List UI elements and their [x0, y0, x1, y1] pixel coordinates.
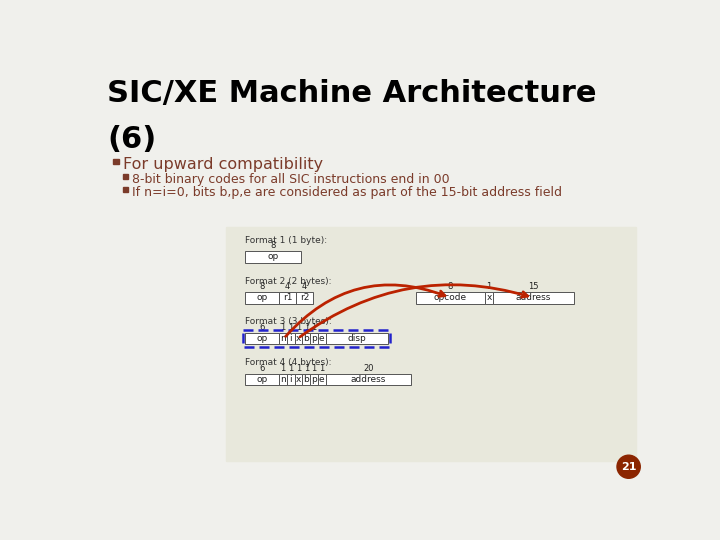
Text: 8-bit binary codes for all SIC instructions end in 00: 8-bit binary codes for all SIC instructi… [132, 173, 449, 186]
Bar [245, 333, 279, 345]
Bar [279, 333, 287, 345]
Text: 6: 6 [259, 364, 265, 373]
Text: 6: 6 [259, 323, 265, 332]
Bar [225, 226, 636, 461]
Text: SIC/XE Machine Architecture: SIC/XE Machine Architecture [107, 79, 597, 107]
Bar [245, 292, 279, 303]
Text: x: x [296, 334, 301, 343]
Bar [325, 374, 411, 385]
Text: p: p [311, 334, 317, 343]
Text: 1: 1 [296, 364, 301, 373]
Text: 1: 1 [487, 282, 492, 291]
Bar [113, 159, 119, 164]
Text: opcode: opcode [434, 293, 467, 302]
Text: 1: 1 [304, 323, 309, 332]
Bar [310, 333, 318, 345]
Text: disp: disp [347, 334, 366, 343]
Text: x: x [296, 375, 301, 384]
Text: Format 1 (1 byte):: Format 1 (1 byte): [245, 236, 327, 245]
Bar [243, 330, 390, 347]
Text: 8: 8 [259, 282, 265, 291]
Text: address: address [351, 375, 386, 384]
Bar [310, 374, 318, 385]
Bar [123, 174, 128, 179]
Bar [318, 333, 325, 345]
Bar [415, 292, 485, 303]
Bar [287, 333, 294, 345]
Text: 1: 1 [311, 323, 317, 332]
Text: op: op [256, 375, 268, 384]
Text: n: n [280, 334, 286, 343]
Text: i: i [289, 334, 292, 343]
Text: 1: 1 [319, 364, 324, 373]
Text: op: op [256, 293, 268, 302]
Text: 1: 1 [280, 364, 286, 373]
Bar [245, 374, 279, 385]
Text: 21: 21 [621, 462, 636, 472]
Text: address: address [516, 293, 552, 302]
Bar [302, 333, 310, 345]
Bar [485, 292, 493, 303]
Text: 8: 8 [448, 282, 453, 291]
Text: 15: 15 [528, 282, 539, 291]
Bar [325, 333, 387, 345]
Text: 1: 1 [311, 364, 317, 373]
Bar [302, 374, 310, 385]
Text: Format 4 (4 bytes):: Format 4 (4 bytes): [245, 358, 331, 367]
Text: op: op [256, 334, 268, 343]
Text: b: b [303, 375, 309, 384]
Bar [279, 374, 287, 385]
Text: b: b [303, 334, 309, 343]
Text: 1: 1 [288, 323, 293, 332]
Bar [245, 251, 301, 262]
Bar [294, 374, 302, 385]
Text: e: e [319, 334, 325, 343]
Text: Format 3 (3 bytes):: Format 3 (3 bytes): [245, 318, 332, 326]
Text: r2: r2 [300, 293, 310, 302]
Text: x: x [487, 293, 492, 302]
Text: n: n [280, 375, 286, 384]
Bar [318, 374, 325, 385]
Text: p: p [311, 375, 317, 384]
Bar [123, 187, 128, 192]
Bar [493, 292, 575, 303]
Text: 4: 4 [285, 282, 290, 291]
Text: e: e [319, 375, 325, 384]
Text: 1: 1 [304, 364, 309, 373]
Bar [296, 292, 313, 303]
Bar [294, 333, 302, 345]
Text: 1: 1 [288, 364, 293, 373]
Bar [279, 292, 296, 303]
Text: 8: 8 [270, 241, 276, 251]
Text: 1: 1 [280, 323, 286, 332]
Text: 20: 20 [363, 364, 374, 373]
Text: 1: 1 [296, 323, 301, 332]
Text: i: i [289, 375, 292, 384]
Text: 4: 4 [302, 282, 307, 291]
Text: (6): (6) [107, 125, 156, 154]
Circle shape [617, 455, 640, 478]
Text: If n=i=0, bits b,p,e are considered as part of the 15-bit address field: If n=i=0, bits b,p,e are considered as p… [132, 186, 562, 199]
Text: r1: r1 [283, 293, 292, 302]
Text: For upward compatibility: For upward compatibility [122, 157, 323, 172]
Text: op: op [267, 252, 279, 261]
Text: Format 2 (2 bytes):: Format 2 (2 bytes): [245, 276, 331, 286]
Bar [287, 374, 294, 385]
